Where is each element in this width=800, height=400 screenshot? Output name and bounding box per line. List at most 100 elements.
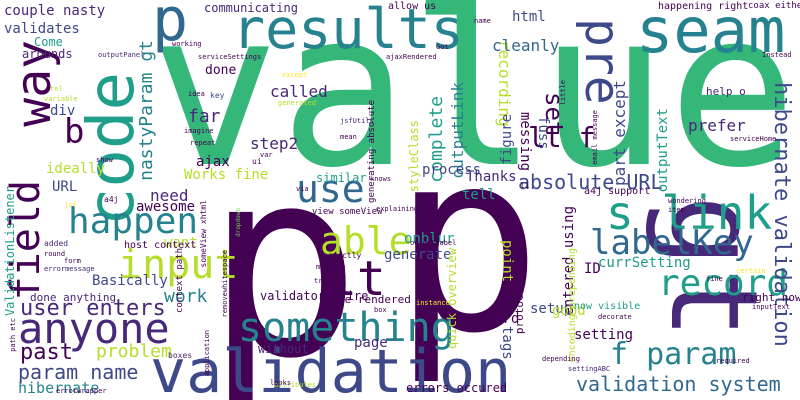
word: called	[270, 82, 328, 101]
word: done	[205, 63, 237, 78]
word: form	[64, 257, 81, 265]
word: email message	[591, 110, 599, 165]
word: explaining	[376, 205, 419, 213]
word: lt s	[328, 251, 444, 307]
word: mean	[340, 133, 357, 141]
word: able	[320, 219, 412, 263]
word: host context	[124, 240, 197, 251]
word: serviceSettings	[198, 53, 262, 61]
word: value	[150, 0, 798, 215]
word: fuss	[535, 116, 551, 150]
word: prefer	[688, 116, 746, 135]
word: lt f	[528, 121, 596, 154]
word: p	[205, 114, 362, 400]
word: generate	[384, 247, 452, 263]
word: settingABC	[568, 365, 611, 373]
word: use	[296, 167, 365, 211]
word: part except	[610, 80, 629, 186]
word: knows	[370, 175, 392, 183]
word: similar	[316, 171, 367, 185]
word: dropdown	[235, 208, 242, 237]
word: generating absolute	[367, 100, 377, 203]
word: f param	[610, 337, 737, 372]
word: Got	[436, 43, 449, 51]
word: a4j support	[584, 186, 651, 197]
word: added	[44, 239, 69, 248]
word: p	[392, 97, 543, 388]
word: problem	[96, 341, 172, 362]
word: happen	[68, 201, 199, 242]
word: instance	[416, 299, 450, 307]
word: setup	[530, 301, 573, 317]
word: little	[559, 80, 567, 106]
word: Works fine	[184, 167, 269, 183]
word: page	[354, 335, 388, 351]
word: happening right	[658, 1, 749, 12]
word: recording	[495, 40, 514, 127]
word: certain	[736, 267, 766, 275]
word: currSetting	[598, 255, 691, 271]
word: key	[210, 91, 225, 100]
word: arounds	[22, 47, 73, 61]
word: Basically	[92, 273, 168, 289]
word: onblur	[404, 231, 455, 247]
word: input	[118, 242, 239, 288]
word: ID	[584, 261, 601, 277]
word: URL	[52, 179, 78, 195]
word: serviceHome	[730, 135, 777, 143]
word: validation system	[576, 372, 781, 396]
word: right now	[742, 291, 800, 304]
word: message	[316, 263, 346, 271]
word: point	[499, 240, 515, 283]
word: past	[20, 340, 73, 365]
word: re rendered	[338, 293, 411, 306]
word: validates	[4, 21, 80, 37]
word: s link	[606, 186, 773, 240]
word: hibernate	[18, 379, 100, 397]
word: outputPanel	[98, 51, 145, 59]
word: context path	[175, 248, 185, 314]
word: param name	[18, 360, 139, 384]
word: validation	[150, 337, 512, 400]
word: except	[282, 71, 308, 79]
word: true	[314, 277, 331, 285]
word: standard	[452, 311, 520, 327]
word: now visible	[574, 301, 641, 312]
word: idea	[188, 90, 205, 98]
word: ideally	[46, 161, 106, 177]
word: pre	[574, 18, 630, 105]
word: path etc	[9, 318, 17, 352]
word: li	[520, 181, 530, 190]
word: working	[172, 40, 202, 48]
word: via	[296, 185, 309, 193]
word: name	[474, 17, 491, 25]
word: good	[552, 303, 586, 319]
word: user enters	[20, 296, 166, 321]
word: need	[150, 186, 189, 205]
word: errors occured	[406, 381, 508, 395]
word: repeat	[190, 139, 216, 147]
word: ValidationListener	[3, 186, 17, 317]
word: without	[258, 342, 309, 356]
word: tell	[462, 187, 496, 203]
word: validators fire	[260, 289, 369, 303]
word: jsf	[64, 201, 77, 209]
word: encoding prepending	[567, 248, 578, 363]
word: show	[96, 156, 113, 164]
word: generated	[278, 99, 316, 107]
word: a4j	[104, 195, 119, 204]
word: box	[374, 306, 387, 314]
word: Thanks	[466, 169, 517, 185]
word: p	[152, 0, 189, 55]
word: correctly	[318, 251, 362, 260]
word: html	[512, 9, 546, 25]
word: someView xhtml	[199, 200, 208, 268]
word: setting	[574, 327, 634, 343]
word: couple nasty	[4, 3, 106, 19]
word: seam	[636, 0, 786, 67]
word: boxes	[168, 351, 193, 360]
word: styleClass	[407, 120, 421, 193]
word: gt lt	[643, 195, 782, 400]
word: done anything	[30, 291, 117, 304]
word: hibernate validation	[769, 82, 794, 347]
